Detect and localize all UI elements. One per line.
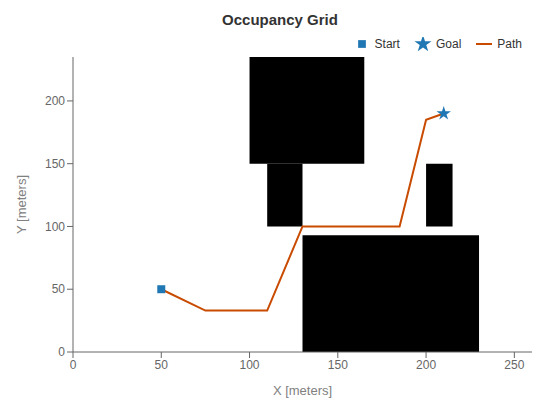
html-text:Occupancy Grid: Occupancy Grid xyxy=(222,11,338,28)
html-text:Start: Start xyxy=(374,37,400,51)
svg-text:250: 250 xyxy=(504,358,524,372)
svg-text:50: 50 xyxy=(52,282,66,296)
svg-text:50: 50 xyxy=(155,358,169,372)
svg-text:100: 100 xyxy=(240,358,260,372)
html-text:Goal: Goal xyxy=(436,37,462,51)
svg-text:100: 100 xyxy=(45,220,65,234)
svg-text:200: 200 xyxy=(45,94,65,108)
svg-text:150: 150 xyxy=(328,358,348,372)
svg-text:X [meters]: X [meters] xyxy=(273,383,332,398)
svg-text:Y [meters]: Y [meters] xyxy=(14,175,29,234)
svg-text:150: 150 xyxy=(45,157,65,171)
svg-text:200: 200 xyxy=(416,358,436,372)
svg-text:0: 0 xyxy=(58,345,65,359)
html-text:Path: Path xyxy=(497,37,522,51)
svg-text:0: 0 xyxy=(70,358,77,372)
